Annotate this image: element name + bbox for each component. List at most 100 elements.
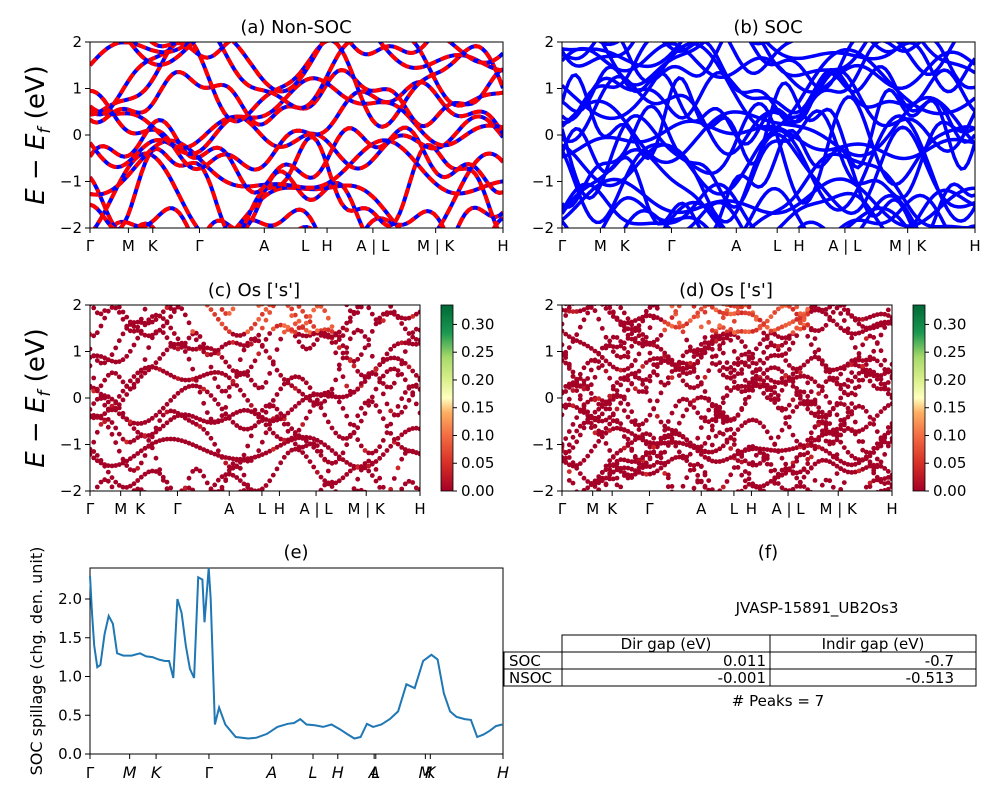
panel-c-point — [193, 337, 199, 343]
panel-a-band-line — [90, 42, 503, 117]
panel-d-point — [669, 438, 675, 443]
panel-d-point — [581, 406, 587, 412]
panel-c-point — [102, 402, 108, 408]
panel-c-point — [175, 390, 181, 396]
panel-d-point — [563, 459, 569, 465]
panel-d-point — [698, 352, 704, 358]
panel-d-point — [647, 378, 653, 384]
panel-c-point — [300, 376, 306, 382]
panel-c-point — [344, 472, 350, 477]
panel-c-point — [230, 306, 236, 312]
panel-c-point — [307, 330, 313, 335]
panel-d-point — [614, 482, 620, 488]
panel-c-point — [263, 450, 269, 456]
panel-d-point — [658, 441, 664, 446]
panel-b-band-line — [562, 125, 975, 225]
panel-c-point — [395, 435, 401, 441]
panel-d-point — [775, 393, 781, 398]
panel-d-point — [739, 423, 745, 429]
panel-d-point — [830, 377, 836, 383]
panel-d-point — [735, 448, 741, 454]
panel-d-point — [790, 340, 796, 346]
panel-c-point — [300, 276, 305, 281]
panel-d-point — [820, 299, 825, 304]
panel-d-point — [797, 393, 803, 399]
panel-c-point — [322, 523, 327, 528]
panel-d-point — [863, 465, 869, 470]
panel-d-point — [629, 362, 635, 368]
panel-a-xtick-label: M — [122, 237, 135, 255]
panel-c-point — [325, 334, 331, 340]
panel-c-point — [194, 295, 199, 300]
panel-d-point — [625, 465, 631, 471]
panel-d-point — [761, 258, 766, 263]
panel-d-point — [739, 389, 745, 395]
panel-c-point — [407, 514, 412, 519]
panel-d-point — [596, 279, 601, 284]
panel-c-point — [399, 396, 405, 402]
panel-c-point — [138, 316, 144, 322]
panel-d-point — [680, 329, 686, 335]
panel-c-point — [413, 485, 419, 491]
panel-c-point — [326, 518, 331, 523]
panel-c-point — [314, 401, 320, 407]
panel-d-point — [699, 265, 704, 270]
panel-c-point — [149, 441, 155, 447]
panel-c-point — [116, 374, 122, 380]
panel-c-point — [116, 338, 122, 344]
panel-c-point — [384, 369, 390, 375]
panel-d-point — [889, 476, 892, 482]
panel-c-point — [102, 520, 107, 525]
panel-d-point — [860, 329, 866, 334]
panel-d-point — [643, 360, 649, 365]
panel-c-point — [300, 397, 306, 403]
panel-c-point — [303, 314, 309, 319]
panel-d-point — [764, 356, 770, 361]
panel-c-point — [362, 461, 368, 466]
panel-c-point — [94, 484, 100, 490]
panel-d-point — [812, 437, 818, 443]
panel-d-point — [563, 297, 568, 302]
panel-d-point — [677, 531, 682, 536]
panel-c-point — [248, 403, 254, 408]
panel-c-point — [402, 360, 408, 366]
panel-c-point — [256, 453, 262, 459]
panel-d-point — [746, 364, 752, 369]
panel-d-point — [614, 461, 620, 466]
panel-d-point — [658, 317, 664, 322]
panel-d-point — [857, 502, 862, 507]
panel-d-point — [566, 455, 572, 460]
panel-c-point — [127, 378, 133, 384]
panel-d-point — [684, 510, 689, 515]
panel-d-point — [786, 488, 792, 491]
panel-c-point — [226, 394, 232, 399]
panel-c-point — [347, 308, 353, 314]
panel-d-point — [647, 340, 653, 346]
panel-c-point — [113, 425, 119, 431]
panel-c-point — [142, 420, 148, 425]
panel-c-point — [102, 419, 108, 425]
panel-d-point — [750, 351, 756, 357]
panel-c-point — [344, 492, 349, 497]
panel-c-point — [344, 355, 350, 361]
panel-c-point — [113, 405, 119, 411]
panel-d-point — [585, 399, 591, 405]
panel-d-point — [882, 371, 888, 376]
panel-d-point — [582, 257, 587, 262]
panel-c-point — [226, 340, 232, 346]
panel-c-point — [402, 429, 408, 435]
panel-c-point — [201, 341, 207, 347]
panel-d-point — [794, 455, 800, 460]
panel-c-point — [347, 336, 353, 342]
panel-c-point — [285, 305, 291, 309]
panel-c-point — [304, 518, 309, 523]
panel-d-point — [611, 298, 616, 303]
panel-d-point — [698, 306, 704, 312]
panel-d-point — [566, 448, 572, 454]
panel-c-point — [208, 487, 214, 491]
panel-d-point — [757, 367, 763, 372]
panel-c-point — [410, 519, 415, 524]
panel-d-point — [823, 448, 829, 454]
panel-c-point — [157, 418, 163, 423]
panel-d-point — [644, 300, 649, 305]
